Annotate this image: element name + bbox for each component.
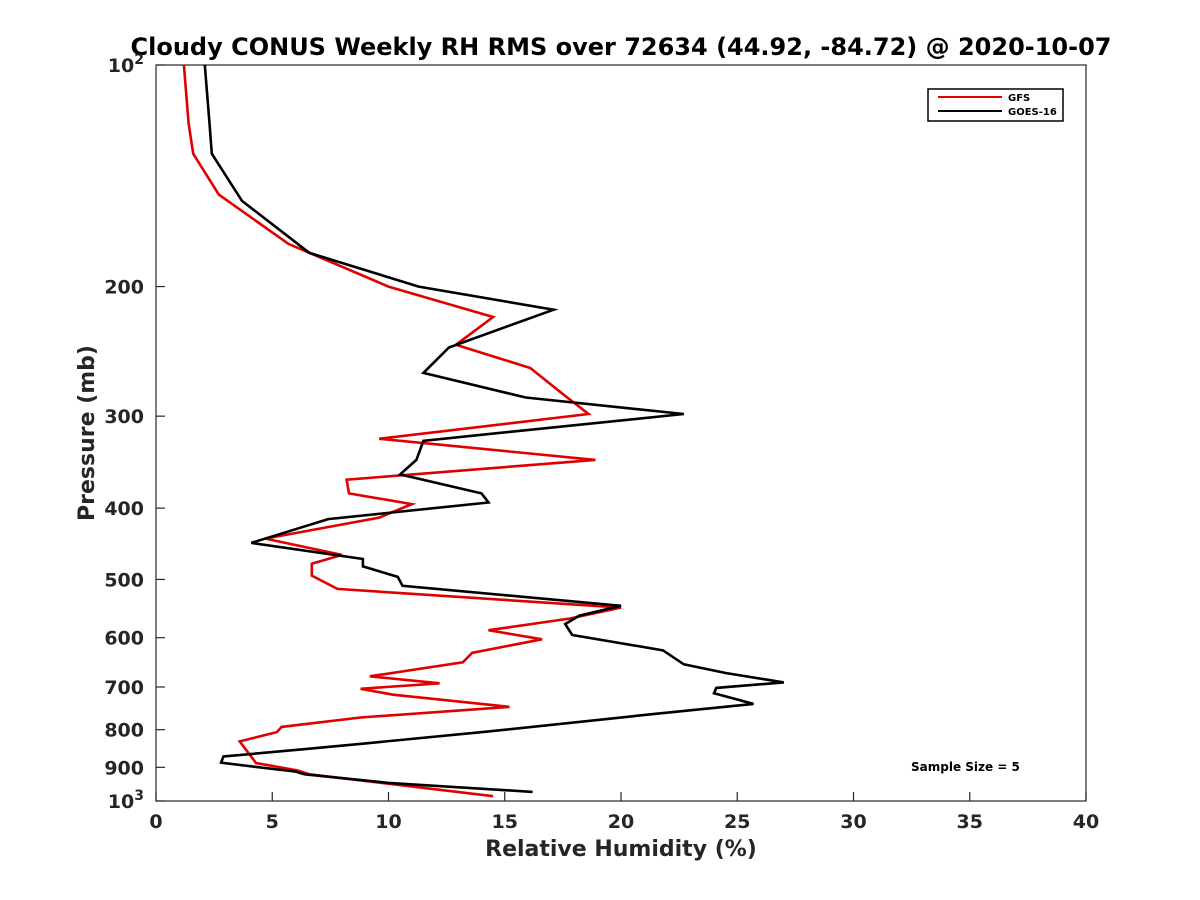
y-tick-label: 900 bbox=[104, 757, 144, 779]
series-line-goes16 bbox=[203, 64, 785, 794]
legend-box bbox=[927, 88, 1064, 122]
y-tick-label: 600 bbox=[104, 628, 144, 650]
x-tick-label: 0 bbox=[149, 811, 162, 833]
y-tick-label: 200 bbox=[104, 277, 144, 299]
x-axis-label: Relative Humidity (%) bbox=[485, 837, 757, 862]
x-tick-label: 35 bbox=[957, 811, 983, 833]
y-tick-label: 800 bbox=[104, 720, 144, 742]
y-tick-label: 103 bbox=[108, 788, 144, 813]
legend-label-gfs: GFS bbox=[1008, 93, 1030, 104]
y-tick-label: 700 bbox=[104, 677, 144, 699]
x-tick-label: 20 bbox=[608, 811, 634, 833]
series-layer bbox=[182, 64, 785, 798]
series-line-gfs bbox=[182, 64, 622, 798]
y-tick-label: 500 bbox=[104, 569, 144, 591]
sample-size-annotation: Sample Size = 5 bbox=[911, 760, 1020, 774]
x-tick-label: 10 bbox=[375, 811, 401, 833]
legend-label-goes16: GOES-16 bbox=[1008, 107, 1057, 118]
x-tick-label: 40 bbox=[1073, 811, 1099, 833]
y-axis-label: Pressure (mb) bbox=[75, 345, 100, 521]
legend: GFS GOES-16 bbox=[927, 88, 1064, 122]
y-tick-label: 400 bbox=[104, 498, 144, 520]
tick-layer: 0 5 10 15 20 25 30 35 40 102 200 300 400 500 600 700 800… bbox=[104, 52, 1099, 833]
x-tick-label: 5 bbox=[266, 811, 279, 833]
y-tick-label: 300 bbox=[104, 406, 144, 428]
chart-title: Cloudy CONUS Weekly RH RMS over 72634 (4… bbox=[131, 33, 1112, 61]
x-tick-label: 15 bbox=[492, 811, 518, 833]
x-tick-label: 25 bbox=[724, 811, 750, 833]
x-tick-label: 30 bbox=[840, 811, 866, 833]
y-tick-label: 102 bbox=[108, 52, 144, 77]
plot-area: 0 5 10 15 20 25 30 35 40 102 200 300 400 500 600 700 800… bbox=[104, 52, 1099, 833]
axes-box bbox=[155, 64, 1087, 802]
